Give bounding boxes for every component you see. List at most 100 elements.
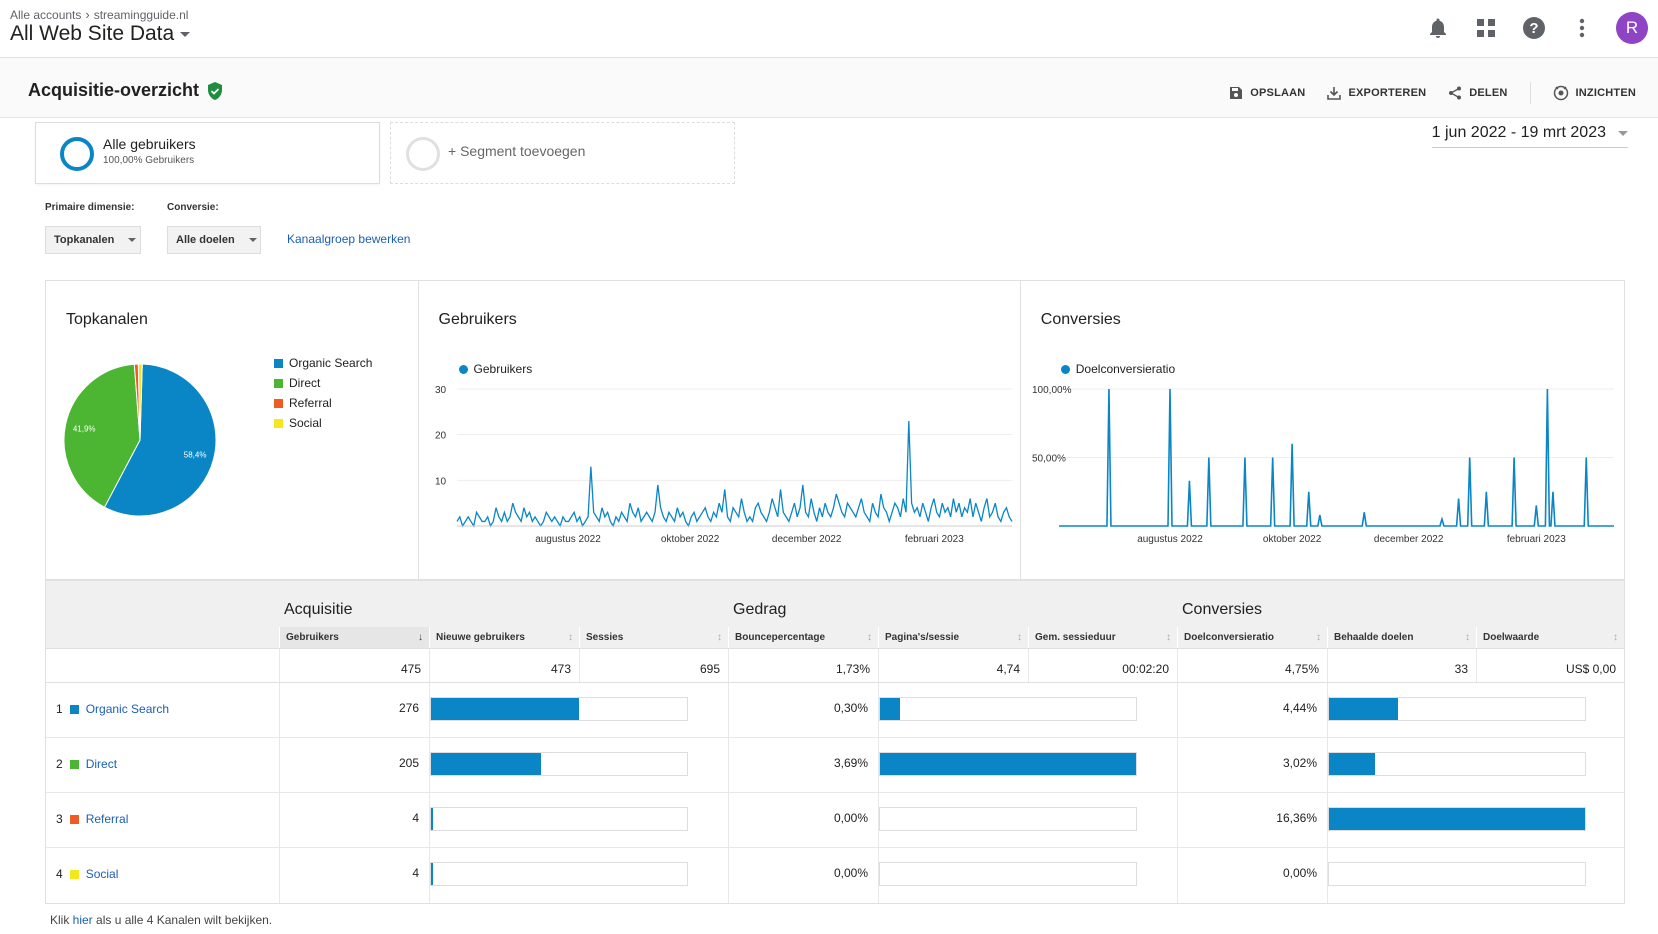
legend-label: Direct [289, 376, 321, 390]
row-conv-bar-cell [1327, 848, 1624, 903]
total-sessions: 695 [579, 649, 728, 682]
row-users: 205 [398, 756, 419, 770]
column-label: Pagina's/sessie [885, 632, 960, 643]
channel-color-swatch [69, 759, 79, 769]
channel-link[interactable]: Organic Search [85, 702, 170, 716]
conv-bar-fill [1329, 698, 1399, 720]
column-users[interactable]: Gebruikers ↓ [279, 627, 429, 648]
column-sessions[interactable]: Sessies ↕ [579, 627, 728, 648]
legend-item-social: Social [274, 413, 372, 433]
conversion-value: Alle doelen [176, 234, 235, 246]
column-new-users[interactable]: Nieuwe gebruikers ↕ [429, 627, 579, 648]
pie-chart[interactable]: 58,4% 41,9% [63, 363, 243, 543]
legend-swatch [274, 358, 283, 368]
legend-dot [458, 364, 468, 374]
conversion-label: Conversie: [167, 202, 219, 213]
sort-icon: ↕ [1613, 632, 1618, 643]
legend-swatch [274, 418, 283, 428]
table-row: 2 Direct 205 3,69% 3,02% [46, 738, 1624, 793]
y-tick-label: 100,00% [1032, 385, 1072, 396]
legend-label: Social [289, 416, 322, 430]
bell-icon[interactable] [1424, 14, 1452, 42]
row-bounce-cell: 0,30% [728, 683, 878, 737]
add-segment-button[interactable]: + Segment toevoegen [390, 122, 735, 184]
breadcrumb-account[interactable]: Alle accounts [10, 7, 82, 22]
primary-dimension-dropdown[interactable]: Topkanalen [45, 226, 141, 254]
primary-dimension-value: Topkanalen [54, 234, 115, 246]
channel-link[interactable]: Social [85, 867, 119, 881]
table-column-header: Gebruikers ↓ Nieuwe gebruikers ↕ Sessies ↕ … [46, 627, 1624, 649]
more-vert-icon[interactable] [1568, 14, 1596, 42]
column-goal-conversion-rate[interactable]: Doelconversieratio ↕ [1177, 627, 1327, 648]
row-channel-cell: 3 Referral [46, 793, 279, 847]
column-goal-completions[interactable]: Behaalde doelen ↕ [1327, 627, 1476, 648]
segment-ring-icon [60, 137, 94, 171]
x-tick-label: oktober 2022 [660, 534, 719, 545]
channel-color-swatch [69, 704, 79, 714]
channel-link[interactable]: Referral [85, 812, 129, 826]
footer-link-here[interactable]: hier [72, 913, 93, 927]
avatar[interactable]: R [1616, 12, 1648, 44]
row-users-cell: 276 [279, 683, 429, 737]
view-selector[interactable]: All Web Site Data [10, 22, 191, 46]
total-goal-value: US$ 0,00 [1476, 649, 1624, 682]
legend-label: Doelconversieratio [1075, 362, 1176, 376]
y-tick-label: 20 [435, 431, 447, 442]
row-users-cell: 205 [279, 738, 429, 792]
download-icon [1327, 87, 1342, 100]
y-tick-label: 30 [435, 385, 447, 396]
column-goal-value[interactable]: Doelwaarde ↕ [1476, 627, 1624, 648]
conversion-series-line [1058, 388, 1614, 527]
segment-ring-empty-icon [406, 137, 440, 171]
svg-text:?: ? [1529, 20, 1538, 37]
edit-channel-group-link[interactable]: Kanaalgroep bewerken [287, 232, 411, 246]
table-row: 4 Social 4 0,00% 0,00% [46, 848, 1624, 903]
users-series-line [455, 420, 1013, 528]
row-sessions-bar-cell [429, 738, 728, 792]
row-conv-cell: 4,44% [1177, 683, 1327, 737]
row-bounce-bar-cell [878, 738, 1177, 792]
caret-down-icon [128, 238, 137, 242]
users-series-legend: Gebruikers [458, 359, 532, 379]
sessions-bar-track [430, 807, 688, 831]
date-range-picker[interactable]: 1 jun 2022 - 19 mrt 2023 [1431, 124, 1628, 148]
breadcrumb-property[interactable]: streamingguide.nl [93, 7, 189, 22]
channel-link[interactable]: Direct [85, 757, 118, 771]
row-bounce: 0,30% [833, 701, 868, 715]
conversion-dropdown[interactable]: Alle doelen [167, 226, 261, 254]
y-tick-label: 10 [435, 476, 447, 487]
users-line-chart[interactable]: 10 20 30 augustus 2022 oktober 2022 december … [427, 381, 1017, 556]
report-header: Acquisitie-overzicht OPSLAAN EXPORTEREN … [0, 58, 1658, 118]
row-conv-bar-cell [1327, 738, 1624, 792]
apps-grid-icon[interactable] [1472, 14, 1500, 42]
column-bounce-rate[interactable]: Bouncepercentage ↕ [728, 627, 878, 648]
save-button[interactable]: OPSLAAN [1229, 86, 1305, 100]
share-button[interactable]: DELEN [1448, 86, 1507, 100]
pie-legend: Organic Search Direct Referral Social [274, 353, 372, 433]
row-label: 2 Direct [56, 757, 117, 771]
sessions-bar-fill [431, 753, 542, 775]
insights-button[interactable]: INZICHTEN [1553, 85, 1636, 101]
breadcrumb[interactable]: Alle accounts › streamingguide.nl [10, 7, 188, 22]
legend-swatch [274, 398, 283, 408]
x-tick-label: februari 2023 [1507, 534, 1566, 545]
sort-icon: ↕ [717, 632, 722, 643]
segment-all-users[interactable]: Alle gebruikers 100,00% Gebruikers [35, 122, 380, 184]
column-label: Behaalde doelen [1334, 632, 1414, 643]
x-tick-label: december 2022 [1374, 534, 1444, 545]
row-bounce-bar-cell [878, 683, 1177, 737]
help-icon[interactable]: ? [1520, 14, 1548, 42]
row-bounce-cell: 0,00% [728, 848, 878, 903]
row-bounce: 0,00% [833, 811, 868, 825]
sessions-bar-fill [431, 808, 433, 830]
export-button[interactable]: EXPORTEREN [1327, 86, 1426, 100]
conversions-line-chart[interactable]: 50,00% 100,00% augustus 2022 oktober 2022 de… [1029, 381, 1619, 556]
column-pages-per-session[interactable]: Pagina's/sessie ↕ [878, 627, 1028, 648]
column-avg-session-duration[interactable]: Gem. sessieduur ↕ [1028, 627, 1177, 648]
share-icon [1449, 86, 1462, 100]
column-label: Gebruikers [286, 632, 339, 643]
caret-down-icon [248, 238, 257, 242]
conv-bar-track [1328, 862, 1586, 886]
sessions-bar-fill [431, 863, 433, 885]
x-tick-label: augustus 2022 [535, 534, 601, 545]
